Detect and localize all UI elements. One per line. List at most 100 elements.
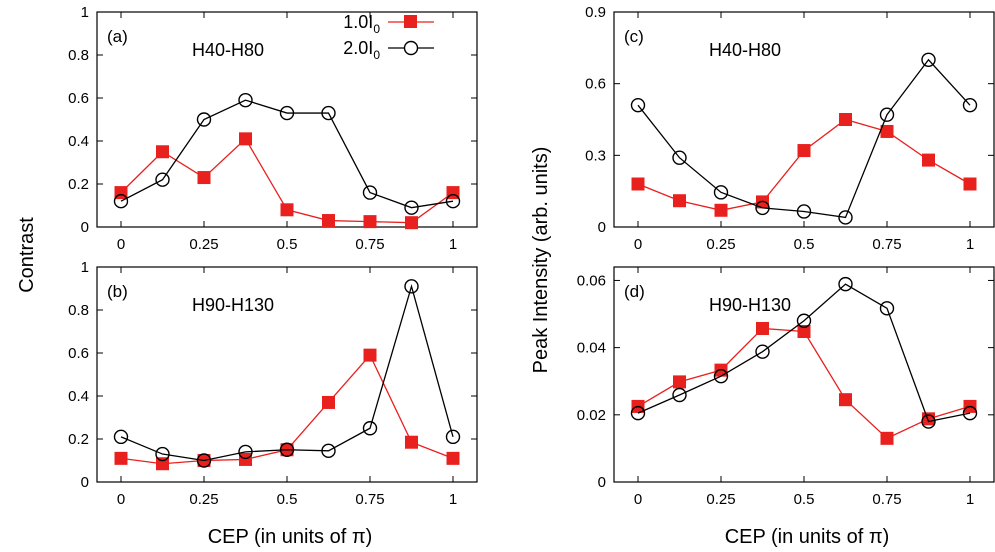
- panel-d-series-2-line: [637, 283, 971, 423]
- panel-d-series-1-point: [673, 375, 686, 389]
- panel-a-series-1-point: [322, 214, 335, 228]
- panel-c-series-1-point: [673, 194, 686, 208]
- panel-c-series-2-point: [672, 150, 687, 165]
- panel-c-series-2-point: [713, 185, 729, 200]
- panel-a-ytick-label: 0.2: [68, 176, 89, 193]
- panel-d-xtick-label: 1: [966, 491, 974, 508]
- panel-a-xtick-label: 0.75: [355, 236, 384, 253]
- panel-b-ytick-label: 0.6: [68, 345, 89, 362]
- panel-b-series-1-point: [322, 395, 335, 409]
- panel-b-ytick-label: 0: [81, 474, 89, 491]
- panel-c-series-2-line: [637, 58, 971, 219]
- panel-d-ytick-label: 0.04: [577, 340, 606, 357]
- legend-marker-2-circle: [403, 40, 419, 56]
- panel-b: 0 0.2 0.4 0.6 0.8 1 0 0.25 0.5 0.75 1 (b) H90-H130: [68, 259, 478, 508]
- panel-c-xtick-label: 0.75: [872, 236, 901, 253]
- panel-c: 0 0.3 0.6 0.9 0 0.25 0.5 0.75 1 (c) H40-H80: [585, 4, 995, 253]
- panel-d-ytick-label: 0.02: [577, 407, 606, 424]
- panel-d-xtick-label: 0: [634, 491, 642, 508]
- panel-a-ytick-label: 0: [81, 219, 89, 236]
- panel-a-series-1-point: [197, 171, 211, 185]
- panel-d-ytick-label: 0.06: [577, 272, 606, 289]
- panel-a-series-2-point: [445, 193, 461, 209]
- panel-c-ytick-label: 0.6: [585, 76, 606, 93]
- panel-b-series-2-point: [155, 446, 170, 462]
- panel-a-xtick-label: 0: [117, 236, 125, 253]
- panel-a-ytick-label: 1: [81, 4, 89, 21]
- panel-c-series-2-point: [755, 200, 770, 216]
- panel-c-xtick-label: 0.5: [794, 236, 815, 253]
- panel-a-series-2-point: [362, 185, 378, 200]
- panel-a-series-2-point: [155, 172, 170, 187]
- panel-c-series-1-point: [631, 177, 645, 191]
- panel-a-xtick-label: 0.25: [189, 236, 218, 253]
- panel-b-series-1-point: [114, 451, 128, 465]
- panel-d-series-1-point: [797, 325, 811, 338]
- panel-d-series-2-point: [672, 387, 687, 403]
- panel-a-ytick-label: 0.4: [68, 133, 89, 150]
- panel-d-series-2-point: [962, 405, 978, 421]
- panel-a-range-label: H40-H80: [192, 40, 264, 60]
- panel-a-series-2-point: [404, 200, 419, 215]
- panel-d-series-2-point: [713, 368, 729, 384]
- panel-d: 0 0.02 0.04 0.06 0 0.25 0.5 0.75 1 (d) H90-H130: [577, 266, 995, 508]
- panel-c-series-1-point: [922, 153, 935, 167]
- panel-b-series-2-line: [120, 283, 454, 462]
- panel-d-xtick-label: 0.25: [706, 491, 735, 508]
- xlabel-left: CEP (in units of π): [208, 526, 373, 548]
- panel-c-frame: [613, 11, 995, 228]
- panel-a-series-1-point: [363, 215, 377, 229]
- panel-c-series-2-point: [879, 107, 895, 122]
- panel-b-ytick-label: 0.2: [68, 431, 89, 448]
- panel-c-range-label: H40-H80: [709, 40, 781, 60]
- panel-d-series-1-point: [839, 393, 852, 407]
- panel-c-series-2-point: [630, 97, 646, 113]
- panel-b-xtick-label: 1: [449, 491, 457, 508]
- panel-d-series-1-line: [637, 327, 971, 440]
- legend-label-1: 1.0I0: [343, 12, 380, 36]
- panel-d-ytick-label: 0: [598, 474, 606, 491]
- panel-d-series-1-point: [880, 431, 894, 445]
- panel-b-series-2-point: [362, 421, 378, 436]
- panel-b-series-2-point: [321, 443, 336, 459]
- panel-b-xtick-label: 0: [117, 491, 125, 508]
- panel-c-series-2-point: [962, 97, 978, 113]
- panel-c-series-1-point: [880, 124, 894, 138]
- panel-a-series-2-point: [113, 193, 129, 209]
- panel-a-series-2-point: [196, 112, 212, 127]
- panel-b-series-1-point: [156, 457, 169, 471]
- panel-d-range-label: H90-H130: [709, 295, 791, 315]
- panel-d-series-2-point: [630, 405, 646, 421]
- legend: 1.0I0 2.0I0: [343, 12, 434, 62]
- panel-b-series-2-point: [238, 444, 253, 460]
- panel-a-series-1-point: [239, 132, 252, 146]
- panel-b-xtick-label: 0.25: [189, 491, 218, 508]
- panel-b-xtick-label: 0.75: [355, 491, 384, 508]
- legend-marker-1-square: [404, 15, 417, 28]
- panel-d-label: (d): [624, 282, 645, 301]
- panel-a-series-2-point: [279, 105, 295, 121]
- panel-c-series-1-point: [714, 203, 728, 217]
- panel-a-label: (a): [107, 27, 128, 46]
- panel-c-xtick-label: 0: [634, 236, 642, 253]
- panel-a-series-1-point: [405, 216, 418, 230]
- panel-c-label: (c): [624, 27, 644, 46]
- panel-d-series-2-point: [796, 313, 812, 328]
- panel-a-series-2-point: [238, 92, 253, 108]
- panel-c-xtick-label: 1: [966, 236, 974, 253]
- panel-d-series-2-point: [921, 414, 936, 429]
- panel-b-series-2-point: [113, 429, 129, 445]
- panel-b-series-1-point: [405, 435, 418, 449]
- panel-c-series-1-point: [839, 113, 852, 126]
- panel-a: 0 0.2 0.4 0.6 0.8 1 0 0.25 0.5 0.75 1 (a) H40-H80: [68, 4, 478, 253]
- panel-a-series-1-point: [280, 203, 294, 217]
- panel-b-series-2-point: [404, 279, 419, 294]
- xlabel-right: CEP (in units of π): [725, 526, 890, 548]
- panel-b-series-1-point: [446, 451, 460, 465]
- panel-b-ytick-label: 0.8: [68, 302, 89, 319]
- ylabel-left: Contrast: [16, 217, 38, 293]
- panel-a-series-2-line: [120, 99, 454, 209]
- panel-d-series-2-point: [755, 344, 770, 359]
- panel-d-frame: [613, 266, 995, 483]
